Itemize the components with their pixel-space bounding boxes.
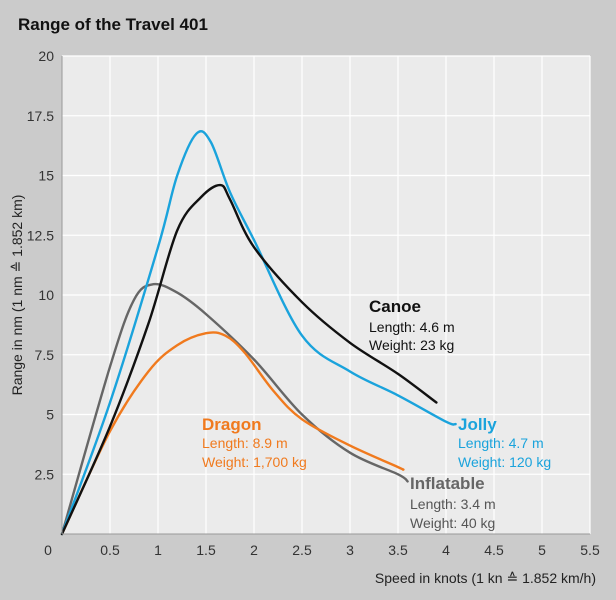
x-tick-label: 0 <box>44 542 52 558</box>
chart-title: Range of the Travel 401 <box>18 15 208 34</box>
y-tick-label: 2.5 <box>35 466 55 482</box>
y-tick-label: 15 <box>38 168 54 184</box>
dragon-name: Dragon <box>202 415 262 434</box>
annotation-canoe: Canoe Length: 4.6 m Weight: 23 kg <box>369 297 455 353</box>
y-tick-label: 20 <box>38 48 54 64</box>
inflatable-length: Length: 3.4 m <box>410 496 496 512</box>
y-tick-label: 12.5 <box>27 227 54 243</box>
x-tick-label: 1 <box>154 542 162 558</box>
plot-area: 2.5 5 7.5 10 12.5 15 17.5 20 0 0.5 1 1.5 2 2.5 3 3.5 4 4… <box>27 48 600 558</box>
inflatable-name: Inflatable <box>410 474 485 493</box>
x-tick-label: 4 <box>442 542 450 558</box>
y-tick-label: 10 <box>38 287 54 303</box>
inflatable-weight: Weight: 40 kg <box>410 515 495 531</box>
x-tick-label: 5.5 <box>580 542 600 558</box>
x-tick-label: 1.5 <box>196 542 216 558</box>
y-tick-label: 5 <box>46 407 54 423</box>
series-line-canoe <box>60 183 438 536</box>
x-axis-label: Speed in knots (1 kn ≙ 1.852 km/h) <box>375 570 596 586</box>
series-line-jolly <box>60 130 457 536</box>
annotation-dragon: Dragon Length: 8.9 m Weight: 1,700 kg <box>202 415 307 470</box>
y-tick-label: 7.5 <box>35 347 55 363</box>
dragon-weight: Weight: 1,700 kg <box>202 454 307 470</box>
annotation-jolly: Jolly Length: 4.7 m Weight: 120 kg <box>458 415 551 470</box>
canoe-weight: Weight: 23 kg <box>369 337 454 353</box>
y-axis-label: Range in nm (1 nm ≙ 1.852 km) <box>9 195 25 396</box>
canoe-length: Length: 4.6 m <box>369 319 455 335</box>
x-tick-label: 4.5 <box>484 542 504 558</box>
annotation-inflatable: Inflatable Length: 3.4 m Weight: 40 kg <box>410 474 496 531</box>
canoe-name: Canoe <box>369 297 421 316</box>
y-tick-label: 17.5 <box>27 108 54 124</box>
series-line-dragon <box>60 331 405 536</box>
series-line-inflatable <box>60 282 409 536</box>
jolly-length: Length: 4.7 m <box>458 435 544 451</box>
dragon-length: Length: 8.9 m <box>202 435 288 451</box>
x-tick-label: 2 <box>250 542 258 558</box>
series-lines <box>60 130 457 536</box>
x-tick-label: 3.5 <box>388 542 408 558</box>
x-tick-label: 5 <box>538 542 546 558</box>
x-tick-label: 2.5 <box>292 542 312 558</box>
x-tick-labels: 0 0.5 1 1.5 2 2.5 3 3.5 4 4.5 5 5.5 <box>44 542 600 558</box>
jolly-name: Jolly <box>458 415 497 434</box>
x-tick-label: 0.5 <box>100 542 120 558</box>
x-tick-label: 3 <box>346 542 354 558</box>
y-tick-labels: 2.5 5 7.5 10 12.5 15 17.5 20 <box>27 48 54 482</box>
jolly-weight: Weight: 120 kg <box>458 454 551 470</box>
